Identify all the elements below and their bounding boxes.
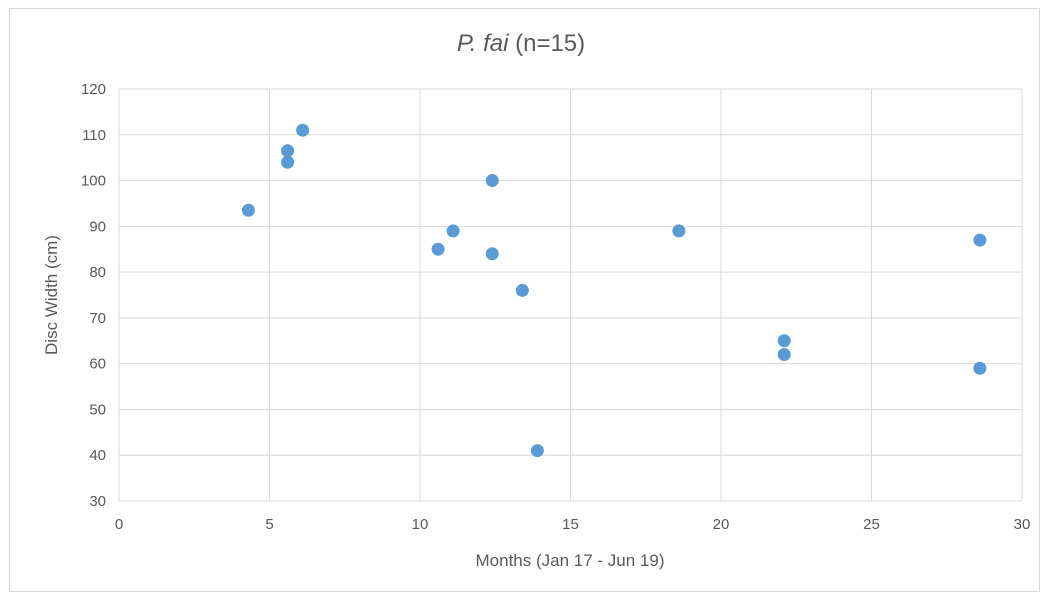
x-tick-label: 20	[713, 516, 730, 533]
x-tick-label: 0	[115, 516, 123, 533]
y-tick-label: 60	[89, 356, 106, 373]
data-point	[515, 283, 529, 297]
x-tick-label: 15	[562, 516, 579, 533]
data-point	[296, 123, 310, 137]
data-point	[281, 155, 295, 169]
y-tick-label: 70	[89, 310, 106, 327]
x-tick-label: 10	[412, 516, 429, 533]
data-point	[672, 224, 686, 238]
data-point	[431, 242, 445, 256]
chart-title: P. fai (n=15)	[0, 30, 1042, 58]
data-point	[241, 203, 255, 217]
data-point	[485, 174, 499, 188]
x-axis-label: Months (Jan 17 - Jun 19)	[476, 551, 665, 570]
y-tick-label: 110	[82, 127, 106, 144]
x-tick-label: 5	[265, 516, 273, 533]
chart-frame	[9, 8, 1040, 592]
data-point	[777, 348, 791, 362]
data-point	[973, 361, 987, 375]
y-tick-label: 40	[89, 447, 106, 464]
data-point	[530, 444, 544, 458]
data-point	[446, 224, 460, 238]
y-tick-label: 50	[89, 401, 106, 418]
y-tick-label: 80	[89, 264, 106, 281]
y-tick-label: 30	[89, 493, 106, 510]
x-tick-label: 30	[1014, 516, 1031, 533]
data-point	[485, 247, 499, 261]
y-axis-ticks: 30 40 50 60 70 80 90 100 110 120	[81, 81, 106, 510]
y-tick-label: 120	[81, 81, 106, 98]
data-points	[241, 123, 987, 458]
gridlines	[118, 88, 1023, 502]
chart-title-count: (n=15)	[508, 30, 586, 57]
y-axis-label: Disc Width (cm)	[42, 235, 61, 355]
chart-title-species: P. fai	[456, 30, 509, 57]
x-axis-ticks: 0 5 10 15 20 25 30	[115, 516, 1031, 533]
y-tick-label: 100	[81, 173, 106, 190]
x-tick-label: 25	[863, 516, 880, 533]
y-tick-label: 90	[89, 218, 106, 235]
data-point	[281, 144, 295, 158]
data-point	[973, 233, 987, 247]
data-point	[777, 334, 791, 348]
